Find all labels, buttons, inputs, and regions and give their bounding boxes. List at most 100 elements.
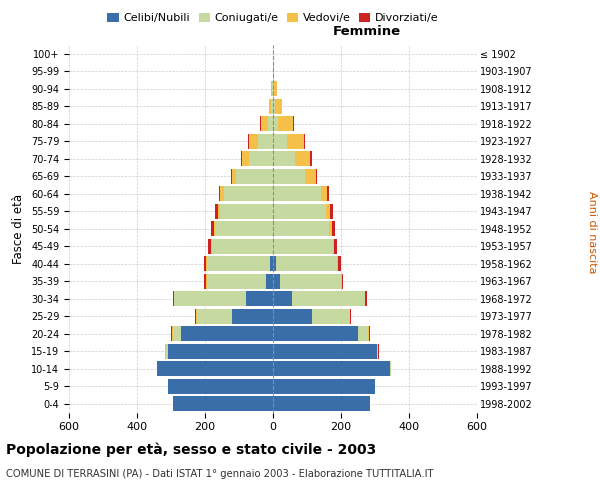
Bar xyxy=(269,99,271,114)
Bar xyxy=(312,309,349,324)
Bar xyxy=(197,309,232,324)
Bar xyxy=(332,222,335,236)
Text: Popolazione per età, sesso e stato civile - 2003: Popolazione per età, sesso e stato civil… xyxy=(6,442,376,457)
Bar xyxy=(208,239,211,254)
Bar xyxy=(273,222,329,236)
Bar xyxy=(273,292,292,306)
Bar xyxy=(275,99,281,114)
Bar xyxy=(248,134,249,148)
Bar xyxy=(167,344,273,358)
Bar xyxy=(224,186,273,201)
Bar xyxy=(205,256,206,271)
Bar xyxy=(215,204,218,218)
Bar xyxy=(218,204,220,218)
Bar xyxy=(271,99,273,114)
Bar xyxy=(268,116,273,131)
Bar xyxy=(328,186,329,201)
Bar xyxy=(175,292,246,306)
Bar xyxy=(266,274,273,288)
Bar xyxy=(260,116,261,131)
Bar xyxy=(338,256,341,271)
Bar xyxy=(273,274,280,288)
Bar xyxy=(320,186,328,201)
Bar xyxy=(212,239,273,254)
Y-axis label: Fasce di età: Fasce di età xyxy=(13,194,25,264)
Bar xyxy=(261,116,268,131)
Bar xyxy=(211,222,214,236)
Bar xyxy=(157,362,273,376)
Bar xyxy=(369,326,370,341)
Bar xyxy=(206,274,266,288)
Bar xyxy=(173,292,174,306)
Bar xyxy=(368,326,369,341)
Bar xyxy=(174,292,175,306)
Bar xyxy=(334,239,337,254)
Bar xyxy=(305,169,316,184)
Bar xyxy=(337,256,338,271)
Bar xyxy=(316,169,317,184)
Bar xyxy=(258,134,273,148)
Bar xyxy=(173,396,273,411)
Bar xyxy=(246,292,273,306)
Bar xyxy=(195,309,196,324)
Bar xyxy=(295,152,310,166)
Bar xyxy=(292,292,365,306)
Bar xyxy=(280,274,341,288)
Bar xyxy=(211,239,212,254)
Bar xyxy=(350,309,351,324)
Bar xyxy=(377,344,379,358)
Bar xyxy=(273,169,305,184)
Bar xyxy=(341,274,343,288)
Bar xyxy=(164,344,165,358)
Bar xyxy=(274,82,277,96)
Bar xyxy=(166,344,167,358)
Text: COMUNE DI TERRASINI (PA) - Dati ISTAT 1° gennaio 2003 - Elaborazione TUTTITALIA.: COMUNE DI TERRASINI (PA) - Dati ISTAT 1°… xyxy=(6,469,433,479)
Legend: Celibi/Nubili, Coniugati/e, Vedovi/e, Divorziati/e: Celibi/Nubili, Coniugati/e, Vedovi/e, Di… xyxy=(103,8,443,28)
Bar xyxy=(249,152,273,166)
Bar xyxy=(167,379,273,394)
Bar xyxy=(242,152,249,166)
Bar xyxy=(273,309,312,324)
Bar xyxy=(273,396,370,411)
Bar xyxy=(273,99,275,114)
Bar xyxy=(173,326,181,341)
Bar xyxy=(220,204,273,218)
Bar xyxy=(230,169,232,184)
Bar xyxy=(273,379,375,394)
Bar xyxy=(273,362,391,376)
Bar xyxy=(329,222,332,236)
Bar xyxy=(358,326,368,341)
Bar xyxy=(273,256,276,271)
Bar xyxy=(273,186,320,201)
Bar xyxy=(205,274,206,288)
Bar xyxy=(232,169,236,184)
Bar xyxy=(326,204,330,218)
Bar xyxy=(172,326,173,341)
Bar xyxy=(272,82,273,96)
Bar xyxy=(287,134,304,148)
Text: Anni di nascita: Anni di nascita xyxy=(587,191,597,274)
Bar xyxy=(304,134,305,148)
Bar xyxy=(273,204,326,218)
Bar xyxy=(273,82,274,96)
Bar xyxy=(365,292,367,306)
Bar xyxy=(215,222,273,236)
Bar xyxy=(332,239,334,254)
Bar xyxy=(241,152,242,166)
Bar xyxy=(273,326,358,341)
Bar xyxy=(273,116,278,131)
Bar xyxy=(269,256,273,271)
Bar xyxy=(165,344,166,358)
Bar xyxy=(236,169,273,184)
Bar xyxy=(273,64,274,78)
Bar xyxy=(232,309,273,324)
Bar xyxy=(218,186,220,201)
Bar xyxy=(273,239,332,254)
Bar xyxy=(220,186,224,201)
Bar xyxy=(310,152,312,166)
Bar xyxy=(276,256,337,271)
Bar xyxy=(206,256,269,271)
Bar xyxy=(214,222,215,236)
Bar xyxy=(293,116,294,131)
Text: Femmine: Femmine xyxy=(333,24,401,38)
